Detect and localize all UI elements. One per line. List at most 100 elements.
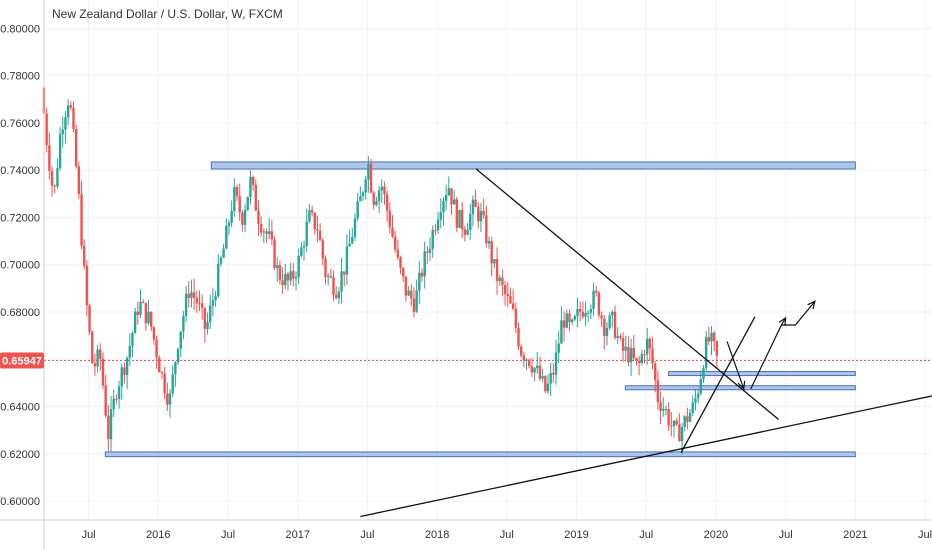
candle-body [375, 201, 378, 206]
candle-body [182, 316, 185, 332]
x-tick-label: Jul [82, 529, 96, 541]
projection-arrow[interactable] [726, 341, 745, 390]
support-resistance-zone[interactable] [104, 451, 856, 458]
candle-body [332, 277, 335, 295]
candle-body [302, 245, 306, 248]
candle-body [101, 358, 105, 386]
candle-body [123, 367, 126, 375]
trendline[interactable] [360, 395, 932, 518]
candle-body [324, 258, 327, 278]
candle-body [372, 192, 375, 206]
candle-body [166, 393, 169, 405]
arrow-head [737, 380, 746, 391]
candle-body [624, 346, 627, 351]
candle-body [554, 352, 558, 375]
candle-body [136, 311, 140, 315]
x-tick-label: 2019 [564, 529, 588, 541]
candle-body [522, 355, 526, 361]
candle-body [482, 210, 485, 216]
candle-body [562, 320, 566, 328]
candle-body [225, 225, 228, 249]
support-resistance-zone[interactable] [668, 371, 856, 377]
candle-body [549, 372, 552, 384]
candle-body [509, 296, 512, 304]
candle-body [645, 338, 649, 355]
candle-body [493, 259, 496, 264]
candle-body [696, 393, 700, 399]
candle-body [442, 200, 445, 213]
candle-body [399, 257, 402, 268]
candle-body [595, 290, 598, 293]
candle-body [198, 303, 201, 305]
candle-body [619, 336, 622, 338]
candle-body [214, 296, 217, 301]
candle-body [632, 347, 635, 358]
candle-body [359, 196, 362, 202]
candle-body [351, 236, 354, 244]
candle-body [656, 380, 660, 403]
candle-body [707, 337, 711, 342]
candle-body [552, 372, 555, 375]
x-tick-label: Jul [360, 529, 374, 541]
grid [44, 0, 932, 520]
candle-body [672, 420, 676, 426]
candle-body [490, 241, 493, 264]
candle-body [498, 277, 501, 282]
candle-body [66, 105, 70, 118]
candle-body [88, 305, 91, 332]
trendline[interactable] [475, 168, 780, 421]
candle-body [461, 209, 464, 230]
candle-body [53, 185, 56, 187]
candle-body [444, 194, 448, 201]
candle-body [131, 333, 134, 346]
candle-body [393, 236, 397, 250]
x-tick-label: 2016 [146, 529, 170, 541]
candle-body [289, 271, 292, 281]
candle-body [168, 393, 172, 405]
candle-body [423, 251, 426, 277]
candle-body [434, 230, 437, 232]
candle-body [50, 170, 54, 186]
chart-title: New Zealand Dollar / U.S. Dollar, W, FXC… [52, 7, 283, 21]
candle-body [436, 219, 440, 231]
candle-body [267, 231, 271, 234]
candle-body [683, 416, 686, 427]
y-tick-label: 0.76000 [0, 118, 40, 130]
x-tick-label: 2017 [285, 529, 309, 541]
candle-body [710, 332, 713, 342]
candle-body [479, 210, 483, 222]
candle-body [587, 312, 590, 314]
support-resistance-zone[interactable] [210, 161, 856, 170]
x-tick-label: Jul [639, 529, 653, 541]
candle-body [297, 255, 300, 277]
candle-body [337, 291, 341, 299]
candle-body [616, 336, 619, 338]
candle-body [72, 107, 75, 130]
candle-body [58, 133, 62, 169]
candle-body [477, 206, 480, 222]
candle-body [227, 222, 231, 226]
candle-body [77, 166, 81, 195]
candle-body [715, 341, 719, 356]
candle-body [318, 230, 322, 241]
current-price-label: 0.65947 [2, 356, 42, 368]
candle-body [284, 273, 287, 286]
candle-body [388, 210, 392, 228]
candle-body [573, 316, 577, 320]
candle-body [326, 275, 330, 278]
projection-arrow[interactable] [750, 300, 816, 390]
candle-body [503, 284, 507, 294]
candle-body [702, 368, 705, 380]
candle-body [133, 311, 137, 334]
candle-body [415, 290, 418, 312]
candle-body [383, 186, 386, 195]
candle-body [600, 315, 603, 319]
candle-body [171, 374, 174, 394]
candle-body [495, 259, 499, 282]
trendline[interactable] [680, 316, 756, 453]
candle-body [664, 408, 668, 410]
candle-body [265, 231, 268, 234]
candle-body [233, 186, 236, 212]
